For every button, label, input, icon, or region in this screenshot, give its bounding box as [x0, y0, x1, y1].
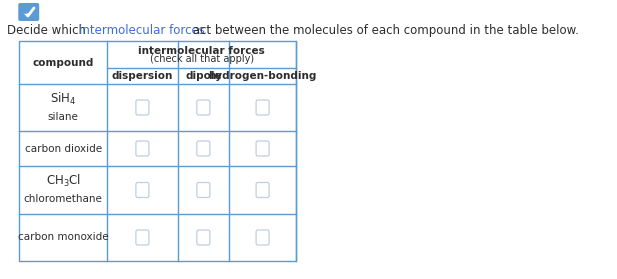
FancyBboxPatch shape — [197, 230, 210, 245]
FancyBboxPatch shape — [256, 141, 269, 156]
Text: compound: compound — [33, 57, 94, 68]
Bar — [19, 41, 296, 261]
Text: silane: silane — [48, 112, 78, 121]
Text: (check all that apply): (check all that apply) — [149, 54, 254, 64]
Text: CH$_3$Cl: CH$_3$Cl — [46, 173, 81, 189]
Text: chloromethane: chloromethane — [23, 194, 102, 204]
FancyBboxPatch shape — [256, 182, 269, 198]
FancyBboxPatch shape — [136, 141, 149, 156]
Text: dispersion: dispersion — [112, 71, 173, 81]
FancyBboxPatch shape — [197, 141, 210, 156]
FancyBboxPatch shape — [19, 3, 39, 21]
FancyBboxPatch shape — [256, 100, 269, 115]
Text: intermolecular forces: intermolecular forces — [138, 45, 265, 56]
Text: hydrogen-bonding: hydrogen-bonding — [209, 71, 317, 81]
FancyBboxPatch shape — [136, 182, 149, 198]
FancyBboxPatch shape — [197, 100, 210, 115]
Text: Decide which: Decide which — [7, 24, 89, 37]
Text: dipole: dipole — [185, 71, 222, 81]
FancyBboxPatch shape — [197, 182, 210, 198]
FancyBboxPatch shape — [256, 230, 269, 245]
Text: carbon monoxide: carbon monoxide — [18, 232, 109, 242]
Text: act between the molecules of each compound in the table below.: act between the molecules of each compou… — [189, 24, 579, 37]
FancyBboxPatch shape — [136, 100, 149, 115]
Text: SiH$_4$: SiH$_4$ — [50, 90, 77, 107]
Text: carbon dioxide: carbon dioxide — [25, 143, 102, 153]
FancyBboxPatch shape — [136, 230, 149, 245]
Text: intermolecular forces: intermolecular forces — [79, 24, 205, 37]
